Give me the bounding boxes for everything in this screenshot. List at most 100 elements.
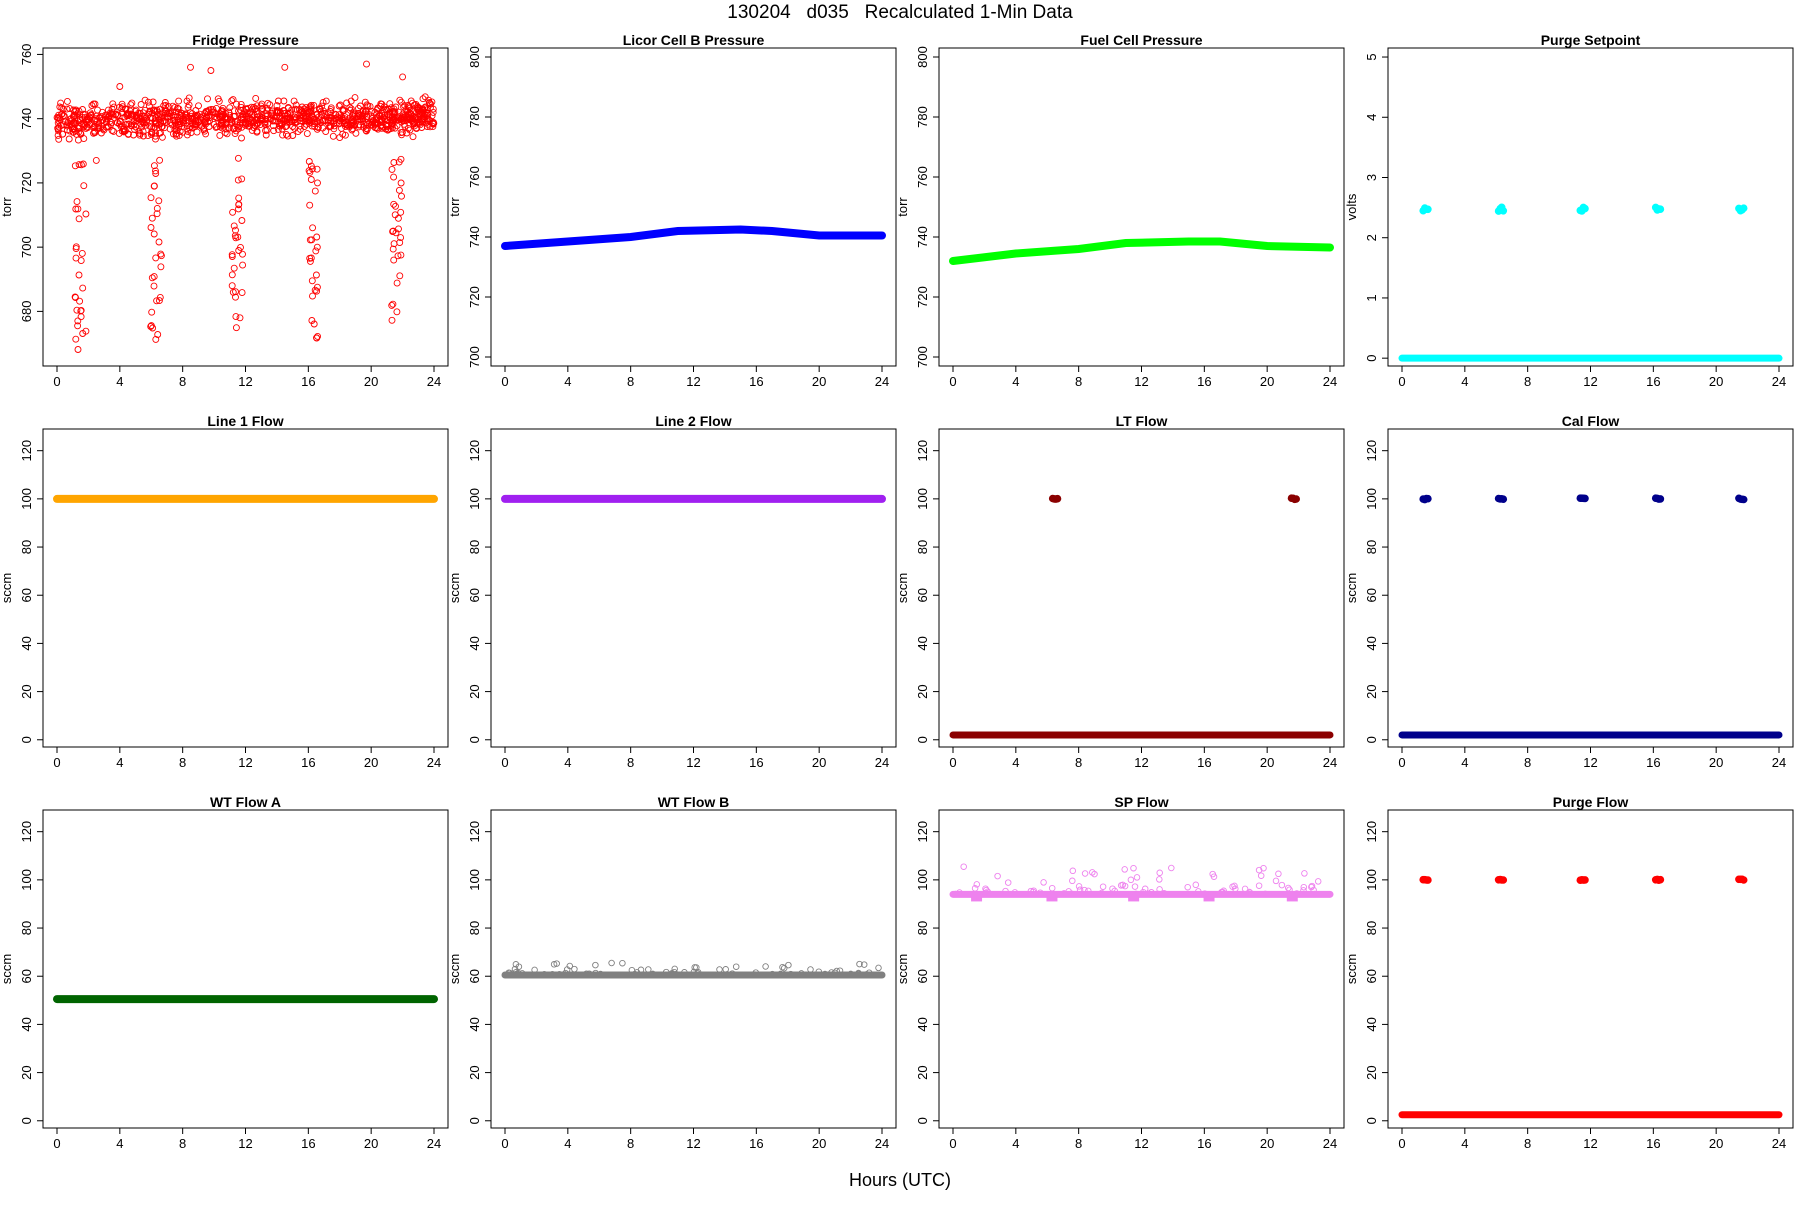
y-tick-label: 60	[467, 588, 482, 602]
y-tick-label: 740	[915, 226, 930, 248]
x-tick-label: 16	[301, 1136, 315, 1151]
data-point	[148, 109, 156, 117]
y-tick-label: 100	[1364, 869, 1379, 891]
data-point	[310, 320, 318, 328]
y-tick-label: 80	[915, 921, 930, 935]
x-tick-label: 20	[812, 1136, 826, 1151]
data-point	[228, 97, 236, 105]
data-point	[425, 99, 433, 107]
data-point	[151, 132, 159, 140]
x-tick-label: 16	[1646, 1136, 1660, 1151]
data-point	[71, 162, 79, 170]
plot-area	[53, 60, 438, 353]
data-point	[1192, 881, 1200, 889]
x-tick-label: 20	[364, 1136, 378, 1151]
y-tick-label: 20	[1364, 684, 1379, 698]
data-point	[284, 132, 292, 140]
data-point	[92, 156, 100, 164]
y-tick-label: 0	[1364, 355, 1379, 362]
data-point	[1195, 888, 1202, 895]
data-point	[390, 105, 398, 113]
data-point	[329, 132, 337, 140]
data-point	[330, 125, 338, 133]
y-tick-label: 100	[19, 488, 34, 510]
data-point	[219, 118, 227, 125]
data-point	[63, 105, 71, 113]
data-point	[1739, 204, 1748, 212]
data-point	[309, 224, 317, 232]
y-tick-label: 120	[19, 821, 34, 843]
data-point	[1130, 864, 1137, 872]
data-point	[180, 115, 188, 123]
x-tick-label: 24	[427, 755, 441, 770]
data-point	[306, 254, 314, 262]
x-tick-label: 12	[238, 755, 252, 770]
data-point	[531, 966, 538, 974]
data-point	[156, 156, 164, 164]
data-point	[80, 123, 88, 131]
y-tick-label: 40	[915, 636, 930, 650]
data-point	[84, 124, 92, 132]
y-tick-label: 60	[1364, 588, 1379, 602]
data-point	[388, 301, 396, 309]
data-point	[173, 126, 181, 134]
y-tick-label: 40	[467, 1017, 482, 1031]
data-point	[363, 60, 370, 68]
data-point	[322, 97, 330, 105]
data-point	[148, 123, 156, 131]
data-point	[259, 105, 267, 113]
x-tick-label: 12	[1583, 374, 1597, 389]
x-tick-label: 16	[1646, 374, 1660, 389]
data-point	[234, 176, 242, 184]
data-point	[1156, 869, 1163, 877]
data-point	[1155, 890, 1162, 898]
data-point	[230, 107, 238, 115]
data-point	[187, 63, 194, 71]
y-tick-label: 4	[1364, 114, 1379, 121]
data-point	[316, 105, 324, 113]
data-point	[429, 105, 437, 113]
series-line	[501, 225, 886, 250]
data-point	[312, 271, 320, 279]
data-point	[303, 130, 311, 138]
data-point	[393, 279, 401, 287]
data-point	[855, 969, 862, 977]
data-point	[1004, 879, 1012, 886]
y-axis-label: torr	[447, 197, 462, 217]
y-tick-label: 680	[19, 301, 34, 323]
data-point	[150, 230, 158, 238]
data-point	[234, 154, 242, 162]
x-tick-label: 24	[427, 1136, 441, 1151]
data-point	[1246, 888, 1253, 896]
data-point	[70, 118, 78, 126]
data-point	[392, 202, 399, 210]
data-point	[343, 121, 351, 129]
figure-title: 130204 d035 Recalculated 1-Min Data	[727, 2, 1073, 23]
x-tick-label: 24	[1323, 1136, 1337, 1151]
data-point	[152, 254, 160, 262]
x-tick-label: 4	[1012, 1136, 1019, 1151]
x-tick-label: 4	[116, 755, 123, 770]
data-point	[253, 121, 261, 128]
data-point	[390, 256, 398, 264]
data-point	[279, 116, 287, 124]
data-point	[340, 114, 348, 122]
data-point	[1739, 876, 1748, 884]
y-tick-label: 20	[19, 1065, 34, 1079]
data-point	[397, 234, 405, 242]
data-point	[274, 125, 282, 133]
y-tick-label: 100	[915, 869, 930, 891]
data-point	[571, 965, 578, 973]
panel-title: Line 2 Flow	[655, 413, 731, 429]
data-point	[302, 115, 310, 123]
data-point	[994, 872, 1001, 880]
data-point	[80, 182, 88, 190]
data-point	[1260, 864, 1267, 872]
y-tick-label: 100	[1364, 488, 1379, 510]
x-tick-label: 8	[1075, 755, 1082, 770]
x-tick-label: 24	[1323, 374, 1337, 389]
panel-10: SP Flow sccm 0 4 8 12 16 20 24 0 20 40 60 80 100 120	[895, 794, 1345, 1151]
data-point	[1002, 887, 1009, 895]
data-point	[1229, 883, 1236, 890]
y-tick-label: 40	[19, 1017, 34, 1031]
